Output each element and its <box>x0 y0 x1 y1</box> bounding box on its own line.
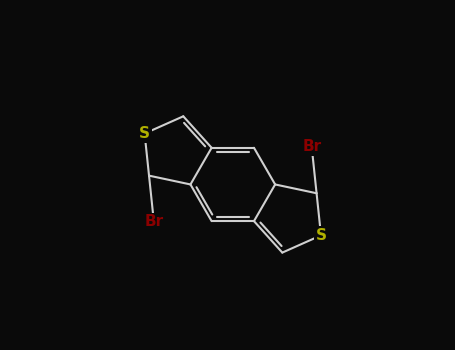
Text: Br: Br <box>302 139 321 154</box>
Text: Br: Br <box>144 215 163 230</box>
Text: S: S <box>139 126 150 141</box>
Text: S: S <box>315 228 327 243</box>
